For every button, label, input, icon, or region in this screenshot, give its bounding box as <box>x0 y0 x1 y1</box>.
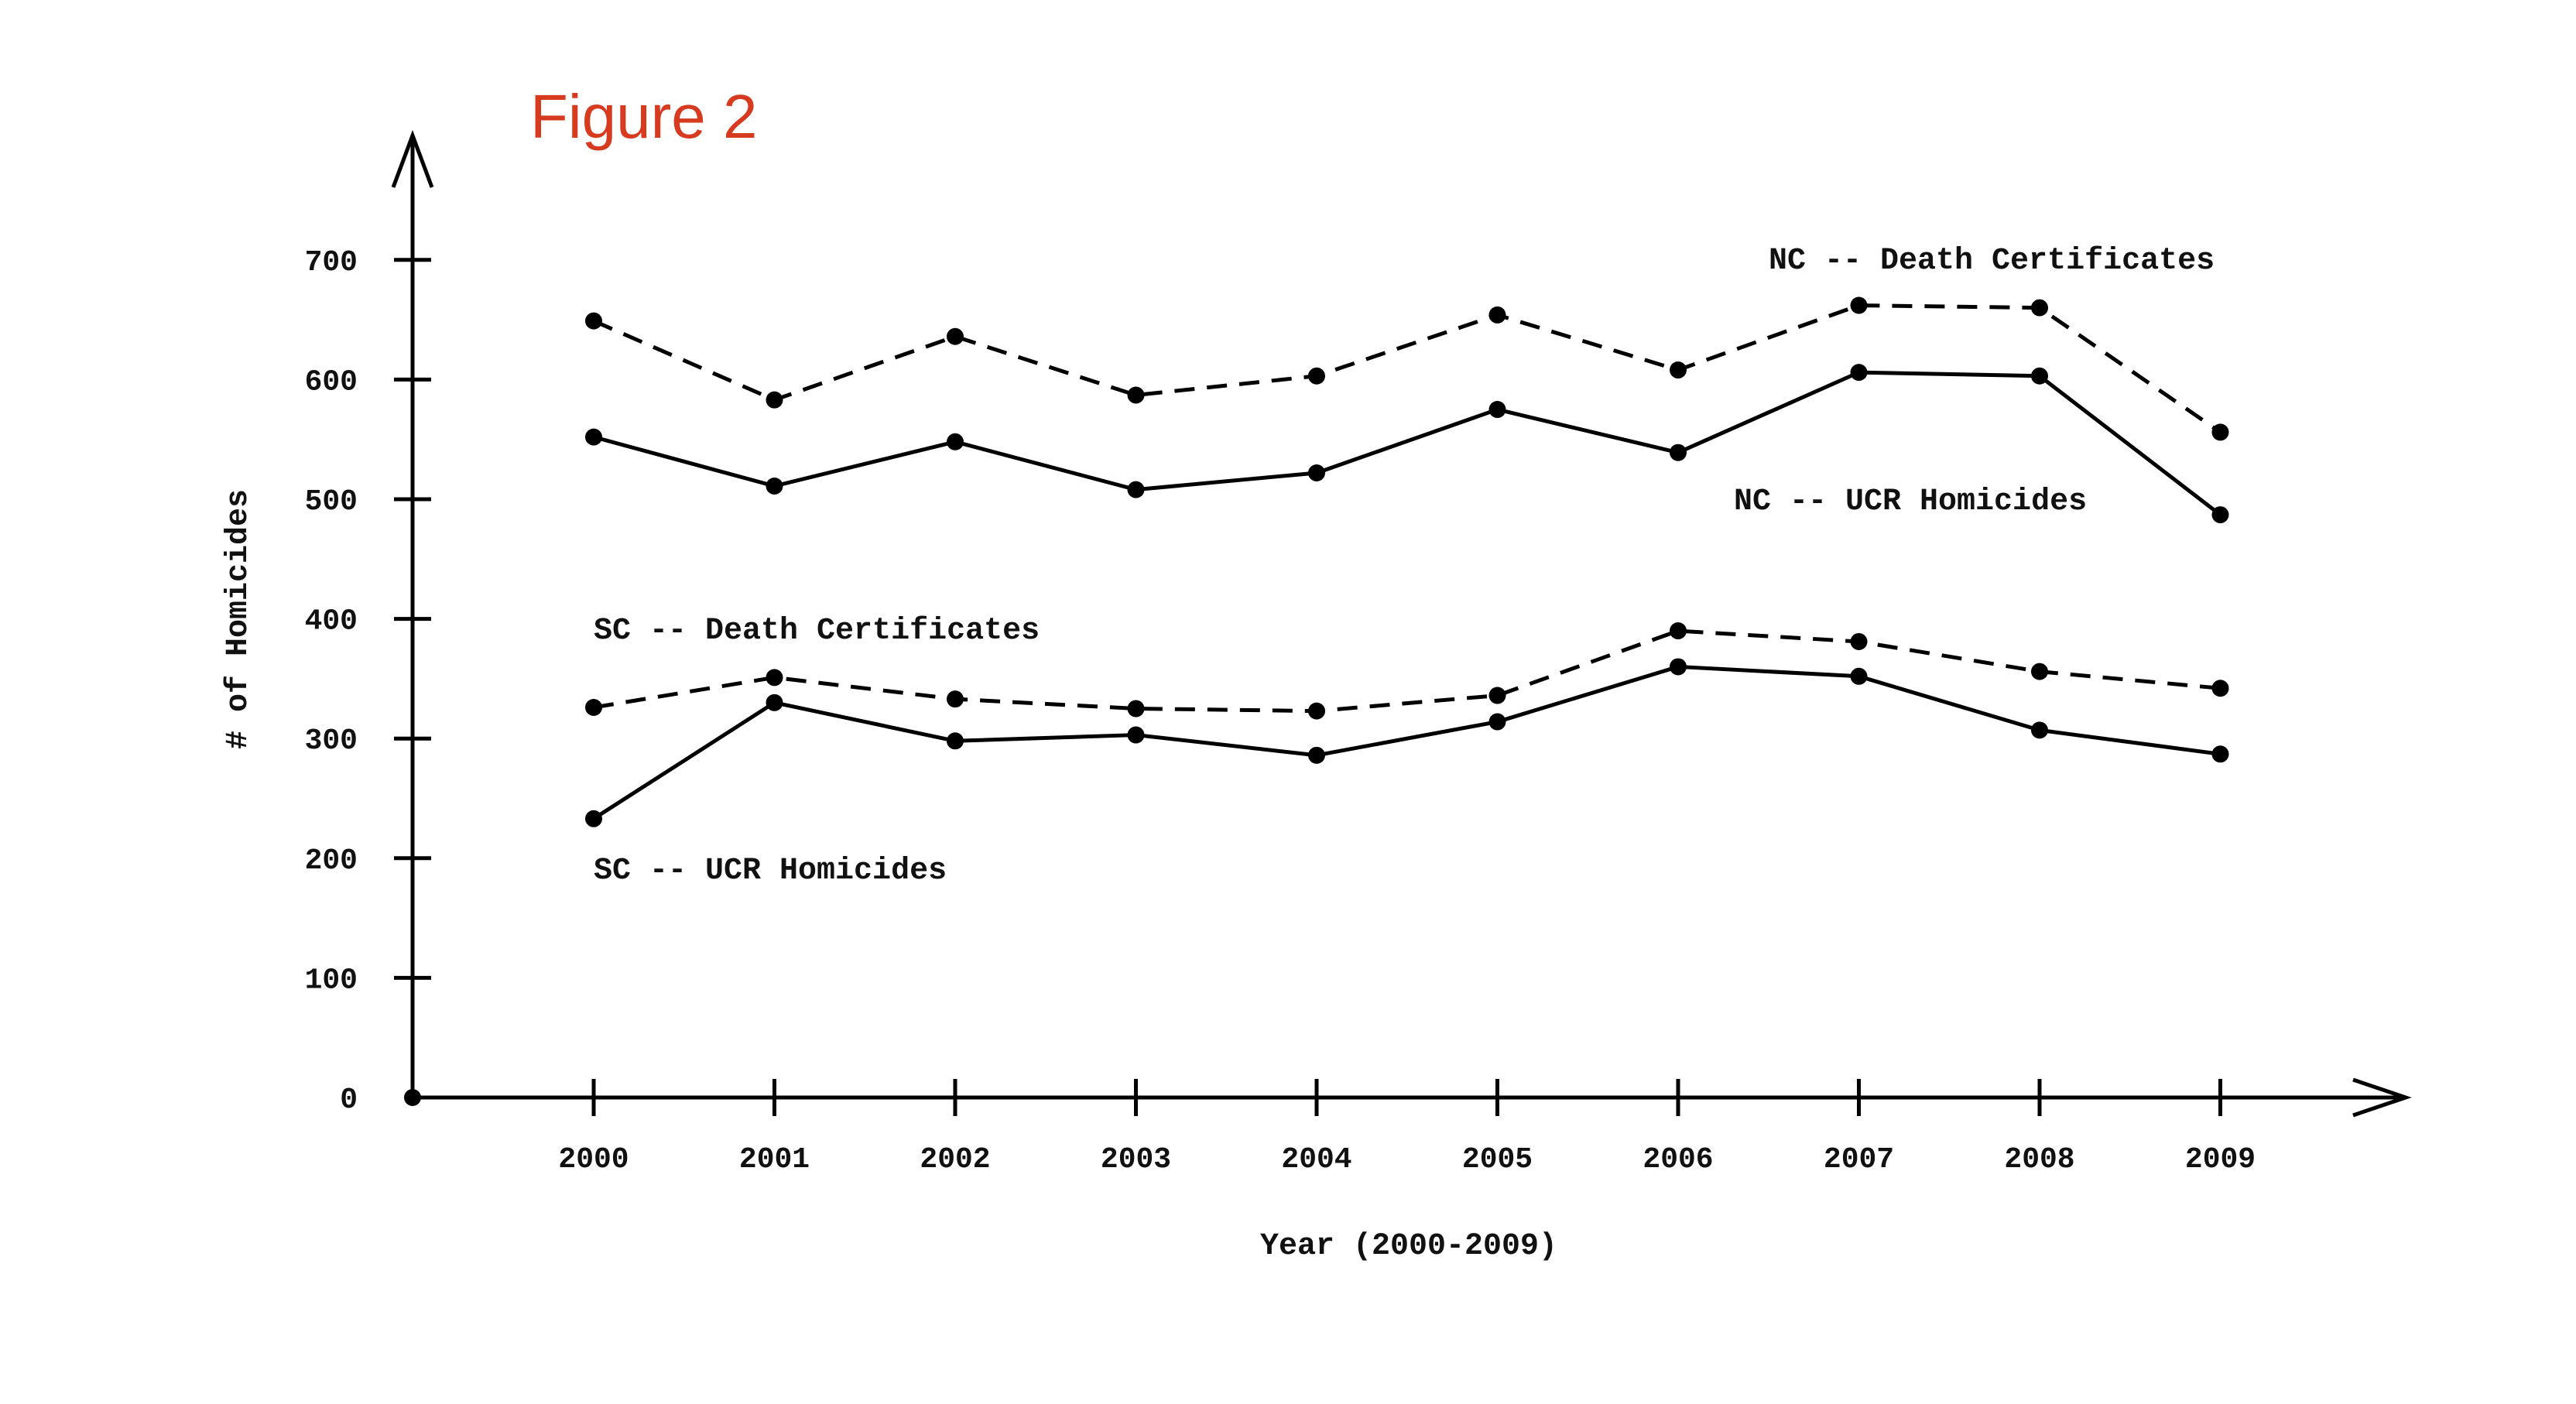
data-point-sc-ucr-homicides <box>1488 713 1506 731</box>
data-point-nc-ucr-homicides <box>947 433 964 450</box>
y-tick-label: 500 <box>305 485 358 519</box>
y-tick-label: 700 <box>305 246 358 279</box>
data-point-sc-ucr-homicides <box>585 810 602 827</box>
y-ticks: 0 100 200 300 400 500 600 700 <box>305 246 431 1117</box>
y-tick-label: 200 <box>305 844 358 878</box>
data-point-sc-death-certificates <box>2031 663 2048 680</box>
data-point-sc-death-certificates <box>947 690 964 708</box>
series-line-nc-ucr-homicides <box>593 370 2222 517</box>
data-point-nc-ucr-homicides <box>1127 481 1145 498</box>
data-point-sc-ucr-homicides <box>1127 726 1145 744</box>
series-label-nc-ucr-homicides: NC -- UCR Homicides <box>1734 485 2087 519</box>
x-tick-label: 2006 <box>1643 1143 1713 1176</box>
data-point-nc-ucr-homicides <box>585 428 602 446</box>
data-point-sc-death-certificates <box>1127 700 1145 717</box>
data-point-nc-death-certificates <box>1488 306 1506 324</box>
y-axis-label: # of Homicides <box>221 489 256 749</box>
data-point-sc-death-certificates <box>585 699 602 717</box>
series-line-sc-ucr-homicides <box>592 664 2221 820</box>
data-point-nc-ucr-homicides <box>1308 464 1325 481</box>
figure-label: Figure 2 <box>530 82 757 151</box>
data-point-sc-death-certificates <box>1670 622 1687 640</box>
series-labels: NC -- Death Certificates NC -- UCR Homic… <box>594 244 2215 889</box>
data-point-sc-ucr-homicides <box>766 693 783 711</box>
x-axis-arrowhead <box>2352 1077 2412 1118</box>
series-line-nc-death-certificates <box>592 303 2221 434</box>
origin-point <box>404 1089 421 1106</box>
x-tick-label: 2005 <box>1462 1143 1533 1176</box>
data-point-nc-death-certificates <box>2031 299 2048 317</box>
x-tick-label: 2001 <box>739 1143 810 1176</box>
data-point-sc-death-certificates <box>1488 687 1506 704</box>
data-point-nc-death-certificates <box>1127 386 1145 404</box>
data-point-sc-ucr-homicides <box>1850 667 1868 685</box>
series-sc-ucr-homicides <box>585 658 2229 827</box>
y-tick-label: 0 <box>340 1084 358 1117</box>
x-ticks: 2000 2001 2002 2003 2004 2005 2006 2007 2008 2009 <box>558 1079 2256 1176</box>
data-point-nc-ucr-homicides <box>1850 364 1868 382</box>
data-point-nc-death-certificates <box>1308 367 1325 385</box>
data-point-nc-death-certificates <box>585 312 602 330</box>
x-tick-label: 2000 <box>558 1143 629 1176</box>
y-tick-label: 100 <box>305 964 358 997</box>
data-point-sc-ucr-homicides <box>947 732 964 750</box>
series-label-sc-ucr-homicides: SC -- UCR Homicides <box>594 854 947 889</box>
data-point-nc-death-certificates <box>766 391 783 409</box>
data-point-nc-ucr-homicides <box>2031 367 2048 385</box>
data-point-sc-death-certificates <box>2211 680 2229 697</box>
series-label-sc-death-certificates: SC -- Death Certificates <box>594 614 1040 649</box>
data-point-sc-ucr-homicides <box>1670 658 1687 676</box>
x-axis-label: Year (2000-2009) <box>1260 1229 1557 1264</box>
series-nc-death-certificates <box>585 296 2229 441</box>
data-point-sc-ucr-homicides <box>1308 746 1325 764</box>
data-point-sc-ucr-homicides <box>2031 721 2048 739</box>
x-tick-label: 2003 <box>1101 1143 1171 1176</box>
y-tick-label: 600 <box>305 365 358 399</box>
data-point-nc-ucr-homicides <box>766 477 783 495</box>
data-point-sc-ucr-homicides <box>2211 745 2229 763</box>
x-tick-label: 2008 <box>2004 1143 2074 1176</box>
x-tick-label: 2009 <box>2185 1143 2256 1176</box>
series-line-sc-death-certificates <box>593 628 2221 714</box>
data-point-nc-ucr-homicides <box>1670 443 1687 461</box>
data-point-sc-death-certificates <box>1850 632 1868 650</box>
x-tick-label: 2004 <box>1281 1143 1351 1176</box>
y-axis-arrowhead <box>391 129 434 188</box>
data-point-nc-death-certificates <box>947 327 964 345</box>
x-tick-label: 2007 <box>1824 1143 1894 1176</box>
data-point-nc-ucr-homicides <box>1488 401 1506 419</box>
y-tick-label: 400 <box>305 605 358 639</box>
series-layer <box>585 296 2229 827</box>
data-point-sc-death-certificates <box>1308 702 1325 720</box>
data-point-sc-death-certificates <box>766 669 783 687</box>
series-label-nc-death-certificates: NC -- Death Certificates <box>1769 244 2215 279</box>
y-tick-label: 300 <box>305 724 358 758</box>
series-nc-ucr-homicides <box>585 364 2229 524</box>
series-sc-death-certificates <box>585 622 2229 720</box>
data-point-nc-death-certificates <box>2211 423 2229 441</box>
data-point-nc-death-certificates <box>1850 296 1868 314</box>
data-point-nc-death-certificates <box>1670 361 1687 379</box>
data-point-nc-ucr-homicides <box>2211 506 2229 524</box>
x-tick-label: 2002 <box>920 1143 990 1176</box>
